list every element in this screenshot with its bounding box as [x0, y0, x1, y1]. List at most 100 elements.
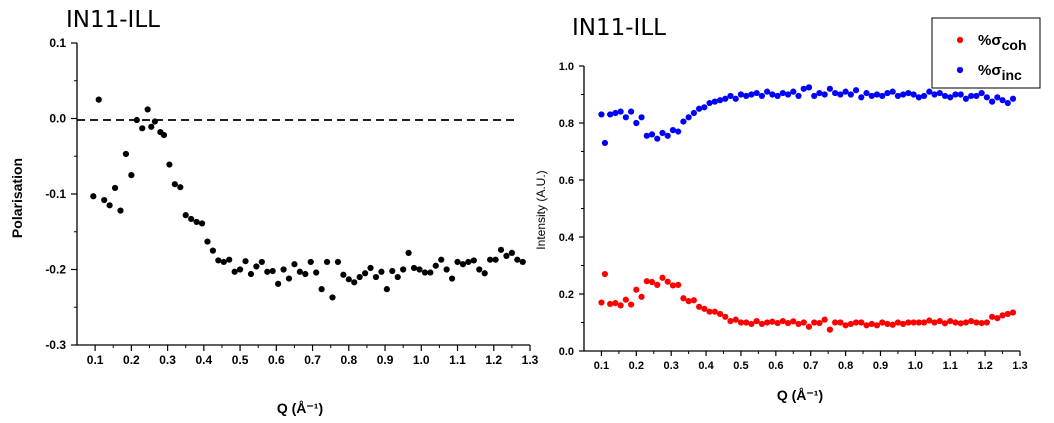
legend-label-prefix: %σ	[978, 62, 1002, 79]
data-point	[664, 278, 671, 285]
x-tick-label: 0.2	[629, 360, 644, 372]
intensity-chart: IN11-ILL 0.1 0.2 0.3 0.4 0.5 0.6 0.7 0.8 0.9 1.0 1.…	[534, 15, 1041, 403]
data-point	[465, 258, 472, 266]
data-point	[690, 109, 697, 117]
chart-title: IN11-ILL	[572, 15, 666, 41]
data-point	[873, 91, 881, 98]
data-point	[983, 319, 990, 326]
data-point	[722, 95, 729, 102]
y-tick-label: -0.2	[45, 263, 66, 277]
x-tick-label: 1.0	[413, 353, 430, 367]
y-tick-label: 0.0	[49, 112, 66, 126]
data-point	[362, 270, 369, 277]
y-tick-label: -0.1	[45, 187, 66, 201]
data-point	[400, 266, 407, 273]
data-point	[601, 270, 609, 278]
y-tick-label: -0.3	[45, 338, 66, 352]
legend-label-prefix: %σ	[978, 32, 1002, 49]
data-point	[748, 320, 755, 328]
data-point	[519, 258, 526, 266]
data-point	[182, 212, 189, 219]
data-point	[936, 317, 943, 325]
data-point	[926, 317, 933, 324]
data-point	[111, 184, 119, 192]
data-point	[323, 258, 331, 266]
data-point	[1009, 309, 1017, 316]
y-tick-label: 0.2	[559, 289, 574, 301]
data-point	[774, 319, 781, 327]
data-point	[711, 308, 718, 315]
data-point	[1009, 95, 1017, 102]
data-point	[758, 320, 765, 328]
data-point	[957, 91, 964, 98]
data-point	[821, 91, 828, 98]
data-point	[438, 256, 445, 263]
x-tick-label: 1.2	[485, 353, 502, 367]
data-point	[994, 315, 1001, 322]
x-axis-label: Q (Å⁻¹)	[277, 400, 323, 416]
data-point	[188, 215, 195, 223]
data-point	[236, 266, 244, 273]
data-point	[722, 313, 729, 320]
data-point	[910, 319, 917, 326]
data-point	[999, 312, 1006, 319]
x-tick-label: 0.5	[232, 353, 249, 367]
y-tick-label: 0.1	[49, 36, 66, 50]
data-point	[622, 296, 629, 303]
x-tick-label: 0.1	[594, 360, 609, 372]
data-point	[711, 98, 718, 105]
data-point	[307, 258, 314, 266]
y-tick-label: 0.6	[559, 175, 574, 187]
data-point	[448, 275, 456, 282]
data-point	[690, 297, 697, 304]
data-point	[852, 87, 860, 94]
data-point	[685, 114, 692, 121]
data-point	[648, 278, 656, 286]
data-point	[852, 319, 860, 326]
data-point	[427, 269, 434, 276]
data-point	[779, 89, 786, 97]
data-point	[706, 308, 713, 315]
data-point	[858, 319, 865, 326]
data-point	[805, 84, 813, 91]
data-point	[459, 261, 467, 268]
data-point	[968, 92, 975, 100]
data-point	[910, 91, 917, 98]
data-point	[889, 88, 896, 95]
data-point	[879, 319, 886, 326]
data-point	[978, 319, 985, 327]
x-tick-label: 1.3	[1012, 360, 1027, 372]
data-point	[753, 89, 760, 97]
data-point	[622, 114, 629, 121]
y-axis-label: Intensity (A.U.)	[534, 170, 548, 249]
data-point	[627, 301, 635, 308]
data-point	[941, 320, 949, 327]
data-point	[160, 132, 168, 139]
data-point	[617, 302, 624, 309]
x-tick-label: 1.3	[522, 353, 539, 367]
data-point	[983, 94, 990, 101]
data-point	[769, 91, 776, 98]
data-point	[706, 99, 713, 107]
data-point	[612, 300, 619, 307]
x-tick-label: 1.0	[908, 360, 923, 372]
data-point	[166, 161, 173, 168]
data-point	[313, 269, 320, 276]
data-point	[151, 118, 159, 125]
data-point	[968, 317, 975, 325]
data-point	[476, 266, 483, 273]
data-point	[716, 97, 724, 104]
x-tick-label: 0.7	[304, 353, 321, 367]
data-point	[675, 281, 682, 288]
data-point	[920, 92, 928, 100]
data-point	[148, 123, 155, 130]
data-point	[659, 274, 666, 281]
data-point	[873, 322, 881, 329]
data-point	[696, 105, 703, 112]
data-point	[821, 316, 828, 323]
legend-box	[931, 17, 1041, 89]
data-point	[302, 270, 309, 278]
data-point	[90, 193, 97, 200]
data-point	[291, 261, 298, 268]
data-point	[784, 91, 792, 98]
